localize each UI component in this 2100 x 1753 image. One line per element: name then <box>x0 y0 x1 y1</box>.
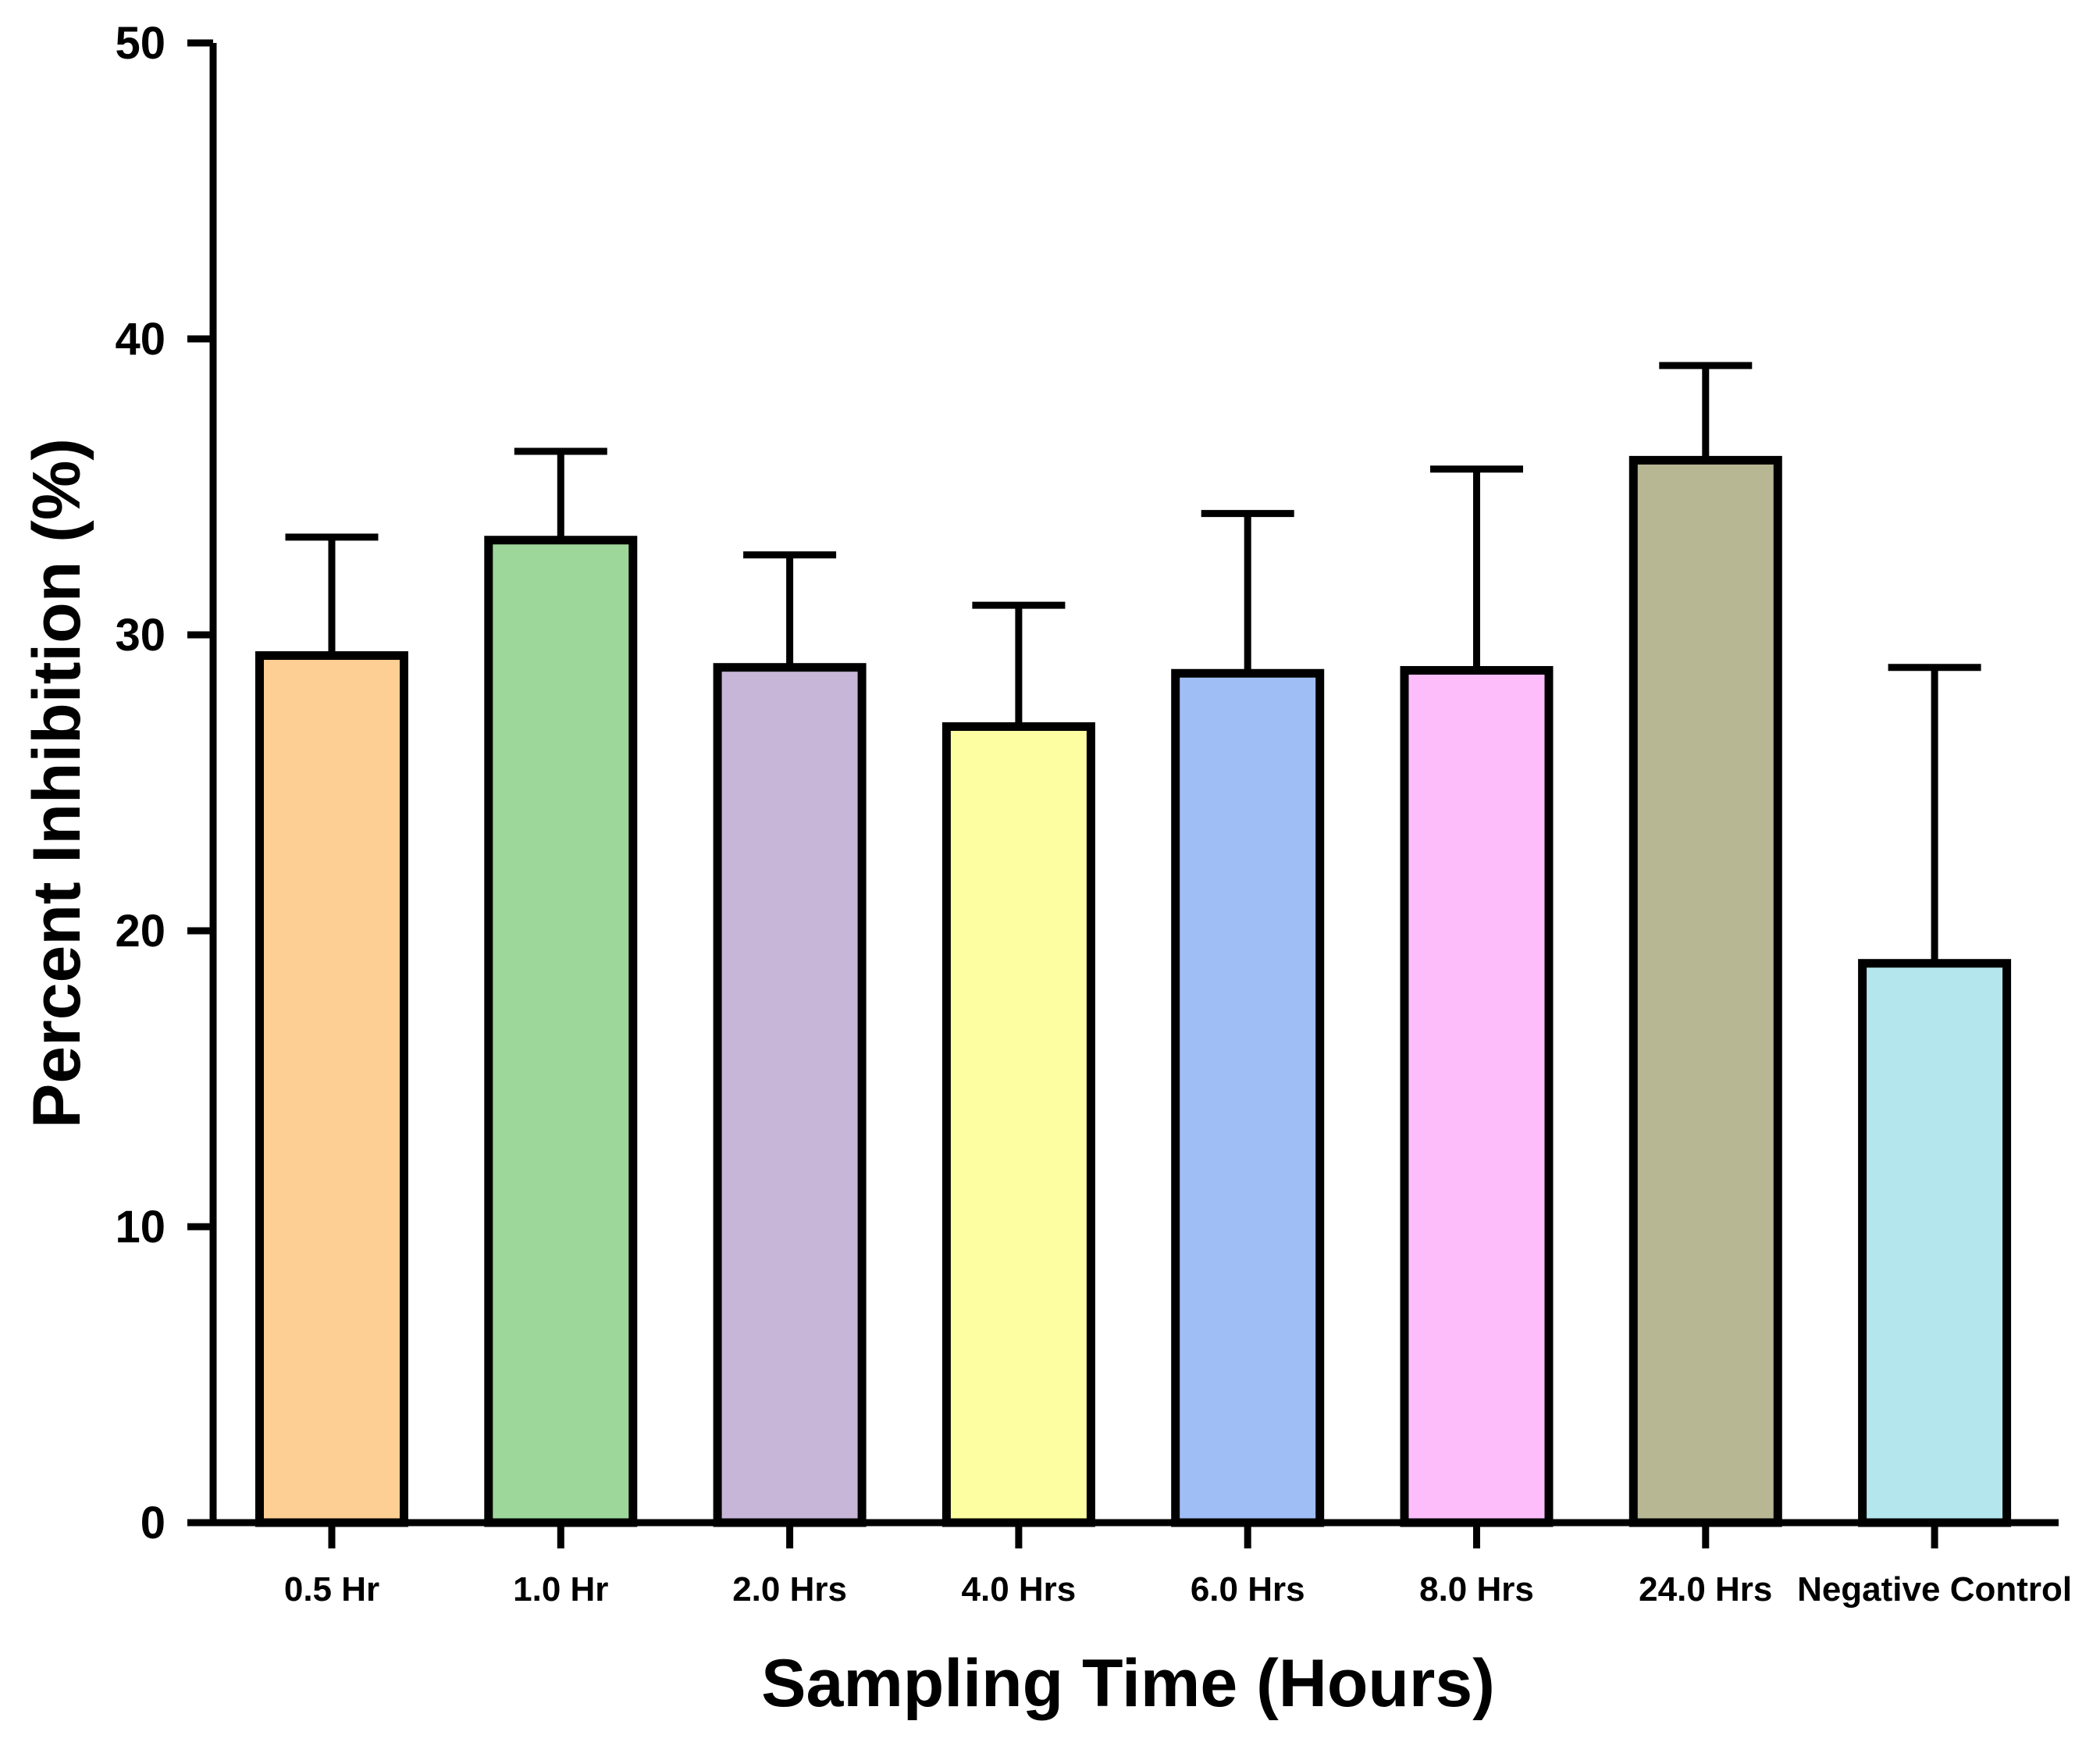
x-axis-title: Sampling Time (Hours) <box>761 1646 1495 1721</box>
y-tick-label-30: 30 <box>115 610 166 661</box>
bar-24-0-hrs <box>1628 455 1782 1527</box>
bar-1-0-hr <box>484 536 638 1527</box>
y-tick-label-40: 40 <box>115 314 166 365</box>
x-tick-label-negative-control: Negative Control <box>1797 1570 2072 1609</box>
x-tick-label-1-0-hr: 1.0 Hr <box>513 1570 608 1609</box>
bar-0-5-hr <box>255 651 408 1527</box>
x-tick-label-6-0-hrs: 6.0 Hrs <box>1191 1570 1305 1609</box>
error-bars-layer <box>285 362 1981 964</box>
bar-6-0-hrs <box>1171 668 1325 1527</box>
bar-2-0-hrs <box>713 663 867 1527</box>
y-tick-label-10: 10 <box>115 1202 166 1252</box>
y-tick-label-0: 0 <box>141 1498 166 1548</box>
y-axis-title: Percent Inhibition (%) <box>20 438 94 1128</box>
bar-8-0-hrs <box>1400 665 1554 1527</box>
ticks-layer: 0.5 Hr 1.0 Hr 2.0 Hrs 4.0 Hrs 6.0 Hrs 8.0 Hrs… <box>115 18 2072 1609</box>
x-tick-label-2-0-hrs: 2.0 Hrs <box>732 1570 847 1609</box>
y-tick-label-20: 20 <box>115 906 166 957</box>
axes-layer <box>187 43 2059 1527</box>
x-tick-label-8-0-hrs: 8.0 Hrs <box>1419 1570 1534 1609</box>
x-tick-label-0-5-hr: 0.5 Hr <box>284 1570 379 1609</box>
bars-layer <box>255 455 2012 1527</box>
x-tick-label-4-0-hrs: 4.0 Hrs <box>962 1570 1077 1609</box>
bar-4-0-hrs <box>941 722 1095 1527</box>
y-tick-label-50: 50 <box>115 18 166 69</box>
bar-negative-control <box>1858 959 2012 1527</box>
x-tick-label-24-0-hrs: 24.0 Hrs <box>1639 1570 1772 1609</box>
